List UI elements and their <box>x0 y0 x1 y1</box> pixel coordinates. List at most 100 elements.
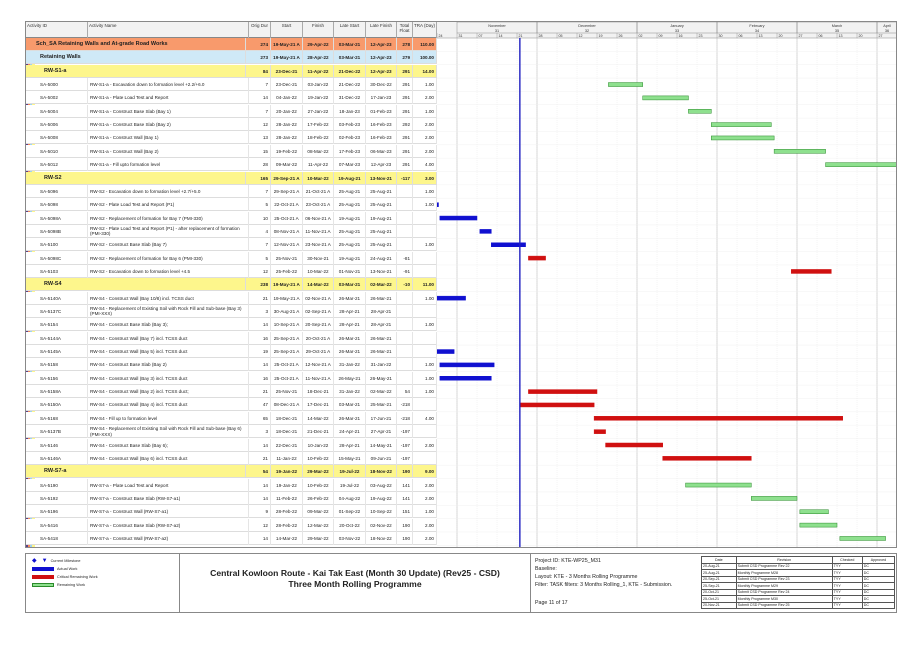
table-row[interactable]: SA-5416 RW-S7-a - Construct Base Slab (RW… <box>26 518 437 532</box>
month-label: January <box>670 24 684 28</box>
table-row[interactable]: SA-5418 RW-S7-a - Construct Wall (RW-S7-a… <box>26 531 437 545</box>
column-header-cell[interactable]: Activity ID <box>26 22 88 38</box>
table-row[interactable]: SA-5006 RW-S1-a - Construct Base Slab (Ba… <box>26 118 437 132</box>
column-header-cell[interactable]: Orig Dur <box>249 22 271 38</box>
cell-name: RW-S4 - Construct Wall (Bay 5) incl. TCS… <box>88 345 249 359</box>
table-row[interactable]: SA-5158A RW-S4 - Construct Wall (Bay 2) i… <box>26 385 437 399</box>
cell-dur: 19 <box>249 345 271 359</box>
cell-dur: 7 <box>249 78 271 92</box>
table-row[interactable]: SA-5098C RW-S2 - Replacement of formation… <box>26 251 437 265</box>
wbs-summary-row[interactable]: RW-S1-a 84 23-Dec-21 11-Apr-22 21-Dec-22 12-A… <box>26 64 437 78</box>
activity-bar-remaining <box>711 135 775 141</box>
table-row[interactable]: SA-5137C RW-S4 - Replacement of Existing … <box>26 305 437 318</box>
column-header-cell[interactable]: Start <box>271 22 303 38</box>
cell-tf <box>397 358 413 372</box>
milestone-icon: ◆ ▼ <box>32 557 48 564</box>
wbs-summary-row[interactable]: RW-S7-a 54 19-Jan-22 29-Mar-22 19-Jul-22 18-N… <box>26 465 437 479</box>
cell-start: 19-May-21 A <box>271 291 303 305</box>
cell-id: SA-5416 <box>38 518 88 532</box>
activity-bar-critical <box>605 442 663 448</box>
table-row[interactable]: SA-5144A RW-S4 - Construct Wall (Bay 7) i… <box>26 331 437 345</box>
table-row[interactable]: SA-5004 RW-S1-a - Construct Base Slab (Ba… <box>26 104 437 118</box>
cell-id: SA-5146 <box>38 438 88 452</box>
table-row[interactable]: SA-5000 RW-S1-a - Excavation down to form… <box>26 78 437 92</box>
activity-bar-actual <box>437 349 455 354</box>
cell-tra: 100.00 <box>413 51 437 65</box>
table-row[interactable]: SA-5146 RW-S4 - Construct Base Slab (Bay … <box>26 438 437 452</box>
cell-finish: 29-Oct-21 A <box>303 345 334 359</box>
week-label: 06 <box>739 34 743 38</box>
table-row[interactable]: SA-5100 RW-S2 - Construct Base Slab (Bay … <box>26 238 437 252</box>
table-row[interactable]: SA-5145A RW-S4 - Construct Wall (Bay 5) i… <box>26 345 437 359</box>
cell-finish: 29-Apr-22 <box>303 38 334 51</box>
table-row[interactable]: SA-5154 RW-S4 - Construct Base Slab (Bay … <box>26 318 437 332</box>
cell-tf: 279 <box>397 51 413 65</box>
activity-bar-actual <box>439 376 492 381</box>
table-row[interactable]: SA-5190 RW-S7-a - Plate Load Test and Rep… <box>26 478 437 492</box>
table-row[interactable]: SA-5168 RW-S4 - Fill up to formation leve… <box>26 411 437 425</box>
column-header-cell[interactable]: Late Finish <box>366 22 397 38</box>
table-row[interactable]: SA-5008 RW-S1-a - Construct Wall (Bay 1) 1… <box>26 131 437 145</box>
wbs-summary-row[interactable]: Retaining Walls 273 19-May-21 A 28-Apr-22 03… <box>26 51 437 65</box>
column-header-cell[interactable]: Finish <box>303 22 334 38</box>
table-row[interactable]: SA-5096 RW-S2 - Excavation down to format… <box>26 184 437 198</box>
table-row[interactable]: SA-5158 RW-S4 - Construct Base Slab (Bay … <box>26 358 437 372</box>
week-number: 33 <box>675 29 679 33</box>
cell-name: RW-S1-a - Construct Wall (Bay 1) <box>88 131 249 145</box>
activity-bar-remaining <box>825 162 896 167</box>
cell-finish: 11-Nov-21 A <box>303 224 334 238</box>
cell-tra: 1.00 <box>413 238 437 252</box>
wbs-summary-row[interactable]: RW-S4 238 19-May-21 A 14-Mar-22 03-Mar-21 02-… <box>26 278 437 292</box>
cell-lf: 09-Jun-21 <box>366 451 397 465</box>
cell-ls: 26-Mar-21 <box>334 291 366 305</box>
table-row[interactable]: SA-5002 RW-S1-a - Plate Load Test and Rep… <box>26 91 437 105</box>
table-row[interactable]: SA-5098 RW-S2 - Plate Load Test and Repor… <box>26 198 437 212</box>
cell-id: SA-5145A <box>38 345 88 359</box>
table-row[interactable]: SA-5196 RW-S7-a - Construct Wall (RW-S7-a… <box>26 505 437 519</box>
table-row[interactable]: SA-5192 RW-S7-a - Construct Base Slab (RW… <box>26 491 437 505</box>
table-row[interactable]: SA-5146A RW-S4 - Construct Wall (Bay 6) i… <box>26 451 437 465</box>
cell-tra: 1.00 <box>413 371 437 385</box>
cell-finish: 23-Oct-21 A <box>303 198 334 212</box>
legend-label: Critical Remaining Work <box>57 575 98 579</box>
table-row[interactable]: SA-5150A RW-S4 - Construct Wall (Bay 4) i… <box>26 398 437 412</box>
column-header-cell[interactable]: Activity Name <box>88 22 249 38</box>
cell-dur: 12 <box>249 264 271 278</box>
week-label: 13 <box>759 34 763 38</box>
cell-finish: 11-Apr-22 <box>303 158 334 172</box>
cell-tf: -81 <box>397 251 413 265</box>
cell-start: 28-Feb-22 <box>271 518 303 532</box>
column-header-cell[interactable]: Late Start <box>334 22 366 38</box>
cell-start: 19-May-21 A <box>271 51 303 65</box>
column-header-cell[interactable]: Total Float <box>397 22 413 38</box>
table-row[interactable]: SA-5103 RW-S2 - Excavation down to format… <box>26 264 437 278</box>
cell-finish: 19-Jan-22 <box>303 91 334 105</box>
cell-lf: 12-Apr-23 <box>366 51 397 65</box>
wbs-summary-row[interactable]: Sch_SA Retaining Walls and At-grade Road… <box>26 38 437 51</box>
table-row[interactable]: SA-5012 RW-S1-a - Fill upto formation lev… <box>26 158 437 172</box>
cell-ls: 31-Dec-22 <box>334 91 366 105</box>
week-number: 31 <box>495 29 499 33</box>
cell-id: RW-S2 <box>42 171 246 185</box>
project-id: Project ID: KTE-WP25_M31 <box>535 558 601 564</box>
cell-start: 09-Mar-22 <box>271 158 303 172</box>
cell-ls: 01-Nov-21 <box>334 264 366 278</box>
week-label: 19 <box>599 34 603 38</box>
table-row[interactable]: SA-5098B RW-S2 - Plate Load Test and Repo… <box>26 224 437 238</box>
cell-ls: 31-Jan-22 <box>334 385 366 399</box>
cell-id: SA-5098 <box>38 198 88 212</box>
revision-cell: 20-Nov-21 <box>701 601 737 609</box>
cell-lf: 24-Aug-21 <box>366 251 397 265</box>
table-row[interactable]: SA-5137B RW-S4 - Replacement of Existing … <box>26 425 437 439</box>
table-row[interactable]: SA-5140A RW-S4 - Construct Wall (Bay 10/8… <box>26 291 437 305</box>
cell-lf: 18-Nov-22 <box>366 531 397 545</box>
wbs-summary-row[interactable]: RW-S2 165 29-Sep-21 A 10-Mar-22 19-Aug-21 13-… <box>26 171 437 185</box>
cell-start: 28-Feb-22 <box>271 505 303 519</box>
column-header-cell[interactable]: TRA (Day) <box>413 22 437 38</box>
cell-tra: 1.00 <box>413 318 437 332</box>
table-row[interactable]: SA-5156 RW-S4 - Construct Wall (Bay 3) in… <box>26 371 437 385</box>
cell-tra: 2.00 <box>413 478 437 492</box>
table-row[interactable]: SA-5010 RW-S1-a - Construct Wall (Bay 2) 1… <box>26 144 437 158</box>
table-row[interactable]: SA-5098A RW-S2 - Replacement of formation… <box>26 211 437 225</box>
revision-cell: DC <box>861 588 896 596</box>
